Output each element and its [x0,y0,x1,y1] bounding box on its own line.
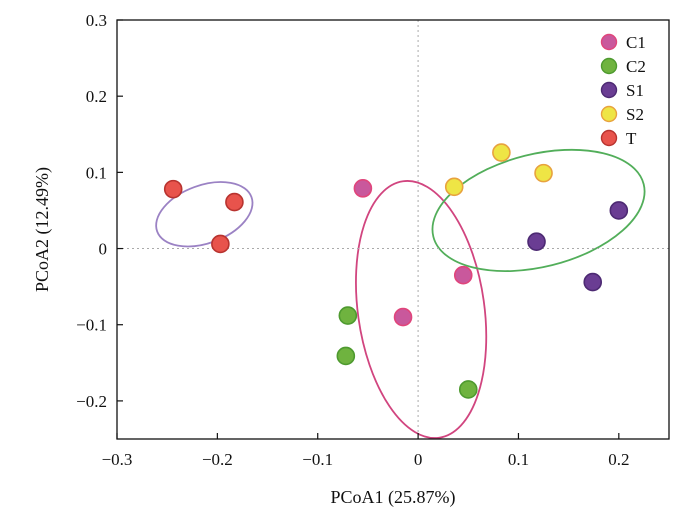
point-s1-3 [583,272,603,292]
point-c1-1 [353,179,373,198]
x-tick-label: −0.2 [202,450,233,469]
legend-marker-c1 [600,33,618,51]
legend-marker-c2 [600,57,618,75]
y-tick-label: 0 [99,240,108,259]
legend-label-c2: C2 [626,57,646,76]
legend-marker-t [600,129,618,147]
point-c1-2 [453,265,473,285]
point-t-3 [211,234,230,254]
plot-frame [116,19,670,440]
legend: C1 C2 S1 S2 T [600,33,646,148]
ellipse-c1-c2 [355,180,488,439]
y-tick-label: 0.2 [86,87,107,106]
x-axis: −0.3 −0.2 −0.1 0 0.1 0.2 [102,433,629,469]
y-axis: −0.2 −0.1 0 0.1 0.2 0.3 [76,11,123,411]
y-tick-label: −0.1 [76,316,107,335]
y-tick-label: −0.2 [76,392,107,411]
legend-label-s1: S1 [626,81,644,100]
zero-reference-lines [117,20,669,439]
point-t-1 [163,179,183,199]
x-tick-label: −0.1 [302,450,333,469]
ellipse-t [155,181,254,248]
y-tick-label: 0.1 [86,163,107,182]
point-s2-3 [534,163,553,183]
legend-marker-s2 [600,105,618,123]
point-s1-2 [609,201,629,220]
y-tick-label: 0.3 [86,11,107,30]
point-c2-1 [338,306,358,325]
point-c2-2 [336,346,356,366]
point-s2-1 [444,177,464,197]
point-s2-2 [492,143,511,162]
ellipse-s1-s2 [431,148,646,273]
point-c1-3 [393,307,413,327]
group-ellipses [155,148,646,439]
x-tick-label: 0 [414,450,423,469]
point-t-2 [225,192,244,212]
y-axis-title: PCoA2 (12.49%) [32,167,53,292]
x-tick-label: −0.3 [102,450,133,469]
legend-marker-s1 [600,81,618,99]
x-axis-title: PCoA1 (25.87%) [331,487,456,508]
x-tick-label: 0.2 [608,450,629,469]
point-s1-1 [527,232,546,251]
legend-label-c1: C1 [626,33,646,52]
legend-label-t: T [626,129,637,148]
data-points [163,143,629,399]
x-tick-label: 0.1 [508,450,529,469]
point-c2-3 [458,380,478,399]
legend-label-s2: S2 [626,105,644,124]
